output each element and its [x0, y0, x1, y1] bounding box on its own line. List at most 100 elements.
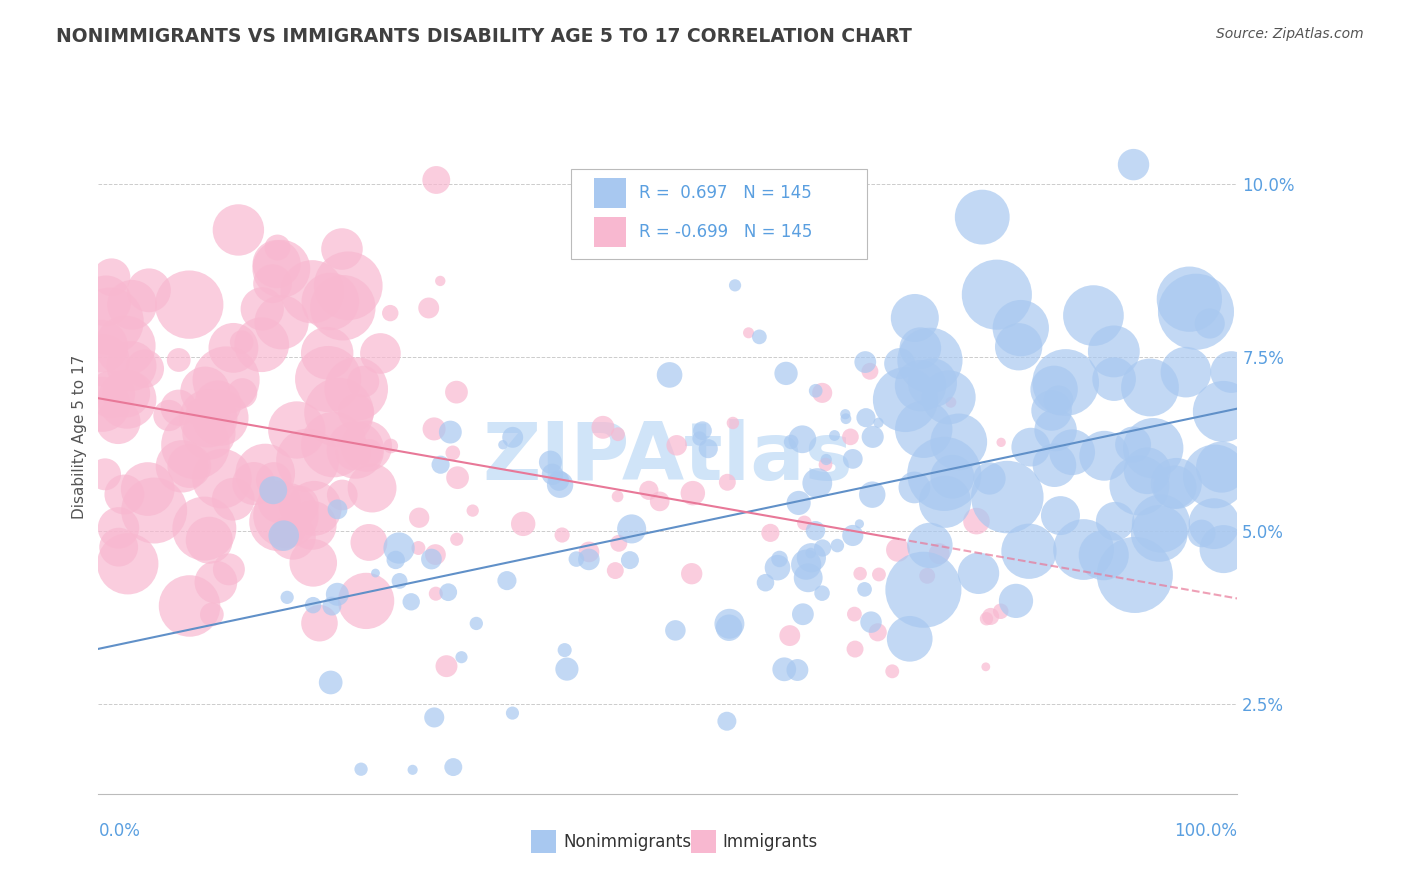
Point — [380, 306, 402, 320]
Point — [972, 210, 994, 224]
Point — [276, 591, 298, 605]
Point — [766, 560, 789, 574]
Point — [356, 439, 378, 453]
Point — [361, 481, 384, 495]
Point — [716, 475, 738, 490]
Point — [1092, 449, 1115, 463]
Point — [724, 278, 747, 293]
Point — [555, 662, 578, 676]
Point — [827, 539, 849, 553]
Point — [1083, 309, 1105, 323]
Point — [786, 663, 808, 677]
Point — [207, 397, 229, 411]
Point — [1128, 478, 1150, 492]
Point — [967, 566, 990, 581]
Point — [619, 553, 641, 567]
Point — [328, 406, 350, 420]
Point — [350, 762, 373, 776]
Point — [815, 452, 838, 467]
Point — [718, 616, 741, 631]
Point — [423, 422, 446, 436]
Point — [1102, 344, 1125, 359]
Point — [1212, 404, 1234, 418]
Point — [364, 566, 387, 580]
Point — [446, 533, 468, 547]
Point — [388, 541, 411, 555]
Point — [441, 446, 464, 460]
Point — [107, 521, 129, 535]
Point — [800, 550, 823, 565]
Point — [1008, 340, 1031, 354]
Point — [136, 482, 159, 496]
Point — [98, 314, 121, 328]
Point — [592, 420, 614, 434]
Point — [179, 458, 201, 473]
Point — [301, 285, 323, 299]
Point — [664, 624, 686, 638]
Point — [446, 385, 468, 400]
Point — [842, 528, 865, 542]
Point — [330, 488, 353, 502]
Point — [344, 382, 367, 396]
Point — [1102, 372, 1125, 386]
Point — [1212, 542, 1234, 557]
Point — [357, 535, 380, 549]
Point — [93, 353, 115, 368]
Point — [800, 546, 823, 560]
Point — [541, 467, 564, 482]
Point — [835, 411, 858, 425]
Point — [773, 662, 796, 676]
Point — [928, 547, 950, 561]
Point — [853, 355, 876, 369]
Point — [1043, 383, 1066, 397]
Point — [894, 392, 917, 407]
Point — [779, 629, 801, 643]
Point — [319, 675, 342, 690]
Point — [188, 405, 211, 419]
Point — [918, 538, 941, 552]
Point — [868, 567, 890, 582]
Point — [605, 564, 627, 578]
Point — [429, 458, 451, 472]
Point — [252, 301, 274, 316]
Point — [134, 361, 156, 376]
Point — [418, 301, 440, 315]
Point — [322, 437, 344, 451]
Point — [194, 384, 217, 399]
Point — [547, 474, 569, 488]
Point — [91, 397, 114, 411]
Point — [423, 710, 446, 724]
Point — [718, 621, 741, 635]
Point — [1047, 393, 1070, 408]
Point — [1136, 464, 1159, 478]
Point — [910, 378, 932, 392]
Point — [697, 442, 720, 456]
Point — [1174, 365, 1197, 379]
Point — [904, 310, 927, 325]
Point — [441, 760, 464, 774]
Point — [1104, 514, 1126, 528]
Point — [326, 502, 349, 516]
Point — [658, 368, 681, 382]
Point — [834, 407, 856, 421]
Point — [578, 552, 600, 566]
Point — [250, 337, 273, 351]
Point — [578, 545, 600, 559]
Point — [262, 483, 284, 498]
Point — [1211, 460, 1233, 475]
Point — [344, 405, 367, 419]
Point — [198, 533, 221, 548]
Point — [974, 660, 997, 674]
Point — [844, 642, 866, 657]
Point — [254, 467, 277, 481]
Point — [179, 599, 201, 613]
Point — [270, 261, 292, 276]
Point — [1123, 568, 1146, 582]
Point — [797, 571, 820, 585]
Point — [167, 401, 190, 415]
Point — [551, 528, 574, 542]
Point — [1220, 365, 1243, 379]
Point — [804, 384, 827, 398]
Point — [450, 650, 472, 665]
Bar — [593, 217, 626, 246]
